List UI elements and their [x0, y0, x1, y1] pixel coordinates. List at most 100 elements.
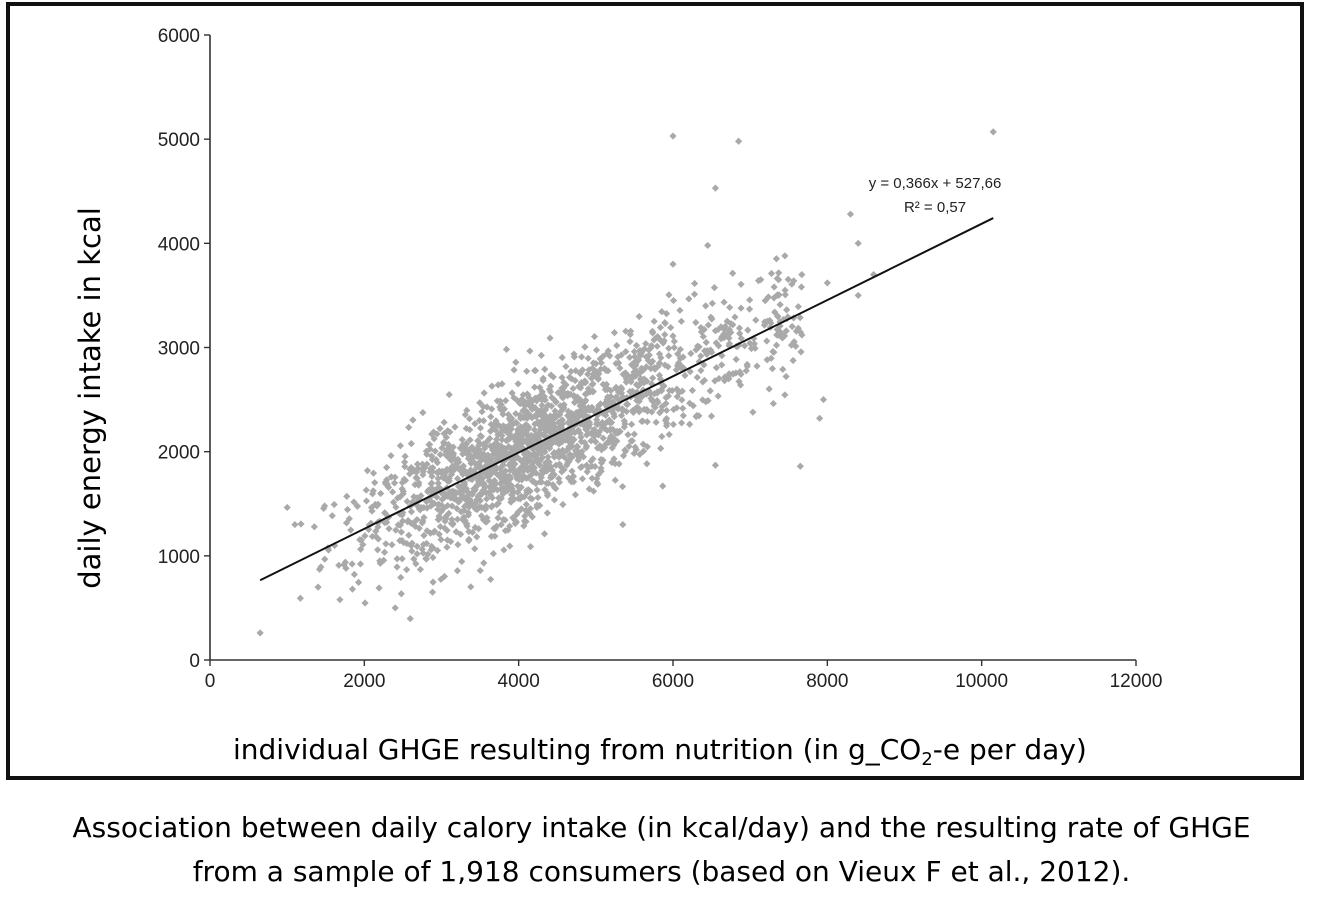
data-point	[381, 509, 389, 517]
data-point	[459, 441, 467, 449]
data-point	[283, 503, 291, 512]
data-point	[397, 573, 405, 582]
data-point	[643, 443, 651, 451]
data-point	[384, 483, 393, 492]
data-point	[629, 372, 637, 380]
data-point	[642, 340, 650, 348]
data-point	[427, 546, 435, 554]
x-axis-label-main: individual GHGE resulting from nutrition…	[233, 733, 922, 766]
data-point	[577, 437, 586, 446]
data-point	[510, 443, 519, 451]
data-point	[546, 334, 554, 342]
data-point	[640, 345, 648, 353]
data-point	[449, 466, 458, 475]
data-point	[670, 343, 678, 352]
data-point	[781, 291, 789, 299]
data-point	[423, 527, 431, 535]
data-point	[413, 550, 421, 558]
data-point	[447, 456, 456, 465]
data-point	[433, 459, 442, 467]
data-point	[737, 304, 745, 312]
data-point	[685, 295, 693, 303]
data-point	[593, 416, 601, 424]
data-point	[504, 526, 512, 534]
data-point	[544, 479, 552, 487]
data-point	[461, 411, 469, 419]
data-point	[581, 398, 589, 406]
data-point	[514, 482, 522, 490]
data-point	[546, 412, 554, 420]
data-point	[422, 555, 430, 563]
data-point	[478, 490, 486, 498]
data-point	[480, 417, 488, 425]
data-point	[556, 411, 564, 419]
data-point	[731, 313, 739, 321]
data-point	[541, 420, 549, 428]
y-tick-label: 6000	[158, 26, 200, 47]
data-point	[507, 450, 515, 458]
data-point	[623, 394, 631, 402]
data-point	[340, 561, 348, 569]
data-point	[607, 392, 615, 401]
data-point	[678, 387, 686, 395]
data-point	[428, 588, 437, 596]
data-point	[697, 352, 705, 360]
data-point	[419, 468, 427, 476]
data-point	[659, 339, 667, 347]
data-point	[516, 431, 524, 439]
data-point	[601, 364, 609, 373]
data-point	[398, 537, 406, 545]
data-point	[767, 354, 775, 362]
x-tick-label: 4000	[498, 671, 540, 692]
data-point	[535, 435, 543, 443]
data-point	[676, 306, 684, 314]
data-point	[506, 542, 514, 550]
data-point	[525, 394, 533, 402]
data-point	[610, 329, 619, 337]
data-point	[542, 443, 550, 452]
data-point	[775, 276, 783, 284]
data-point	[664, 363, 672, 371]
data-point	[535, 460, 543, 468]
data-point	[519, 472, 527, 481]
data-point	[465, 527, 473, 536]
data-point	[544, 453, 552, 461]
data-point	[343, 505, 352, 514]
data-point	[577, 378, 586, 387]
y-tick-label: 3000	[158, 339, 200, 360]
data-point	[643, 407, 652, 415]
data-point	[471, 451, 479, 459]
data-point	[715, 342, 723, 350]
data-point	[512, 410, 520, 418]
data-point	[526, 402, 534, 411]
data-point	[433, 468, 441, 477]
data-point	[622, 348, 630, 356]
data-point	[509, 488, 518, 496]
data-point	[634, 382, 643, 390]
data-point	[477, 432, 486, 441]
data-point	[412, 468, 421, 476]
data-point	[357, 545, 365, 553]
data-point	[498, 436, 506, 444]
data-point	[256, 629, 264, 637]
data-point	[539, 374, 547, 382]
y-tick-label: 4000	[158, 234, 200, 255]
data-point	[452, 528, 460, 536]
data-point	[586, 406, 594, 414]
data-point	[669, 332, 677, 340]
data-point	[783, 306, 791, 314]
data-point	[651, 335, 659, 343]
data-point	[488, 382, 496, 390]
data-point	[407, 508, 416, 516]
data-point	[583, 431, 591, 439]
data-point	[562, 362, 570, 371]
data-point	[618, 482, 627, 491]
y-tick-label: 0	[189, 651, 200, 672]
data-point	[675, 388, 683, 397]
data-point	[377, 489, 385, 498]
data-point	[483, 514, 491, 522]
data-point	[528, 459, 537, 467]
data-point	[500, 546, 508, 554]
data-point	[524, 486, 532, 494]
data-point	[452, 494, 460, 503]
